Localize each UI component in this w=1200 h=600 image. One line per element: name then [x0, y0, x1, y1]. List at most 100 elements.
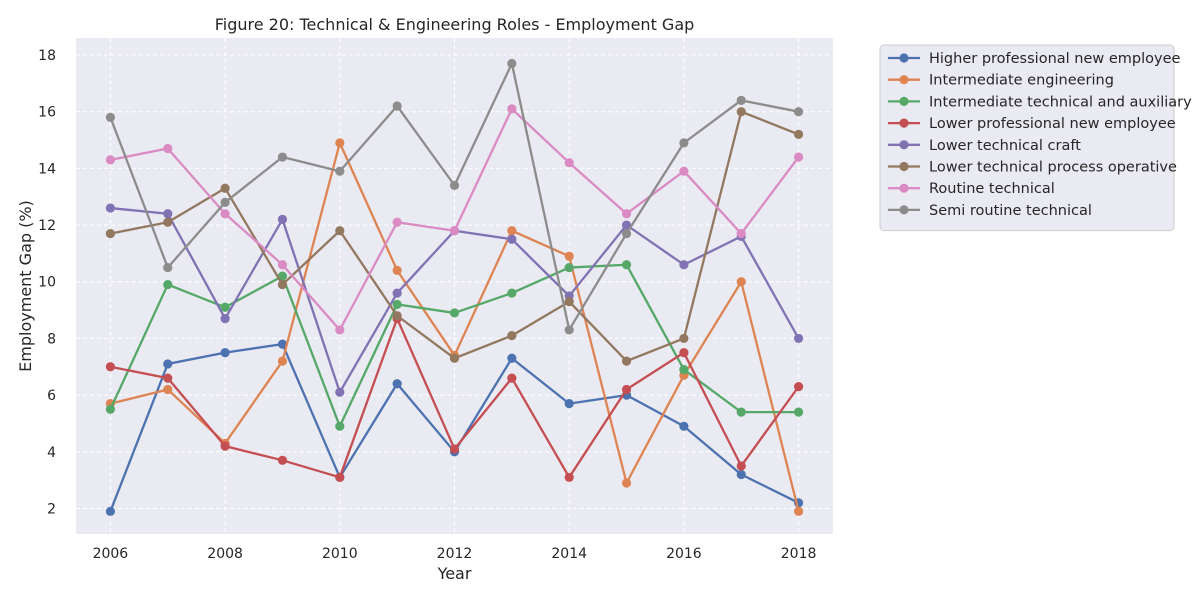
data-point — [335, 138, 345, 148]
data-point — [736, 95, 746, 105]
legend-swatch-marker — [899, 53, 909, 63]
data-point — [392, 288, 402, 298]
legend-swatch-marker — [899, 205, 909, 215]
legend-label: Intermediate engineering — [929, 73, 1114, 89]
data-point — [736, 461, 746, 471]
legend-item: Higher professional new employee — [888, 51, 1181, 67]
x-tick-label: 2008 — [207, 546, 243, 562]
data-point — [621, 209, 632, 219]
data-point — [277, 339, 288, 349]
legend-swatch-marker — [899, 96, 909, 106]
legend-label: Lower professional new employee — [929, 116, 1176, 132]
data-point — [679, 333, 689, 344]
data-point — [449, 353, 460, 363]
series-6 — [105, 104, 804, 335]
data-point — [793, 506, 804, 516]
data-point — [679, 421, 689, 431]
data-point — [105, 228, 116, 239]
data-point — [564, 158, 574, 168]
legend-label: Lower technical craft — [929, 138, 1081, 154]
data-point — [793, 333, 804, 344]
y-tick-label: 6 — [47, 388, 56, 404]
legend-item: Lower technical craft — [888, 138, 1081, 154]
data-point — [277, 214, 288, 224]
legend-label: Routine technical — [929, 181, 1055, 197]
x-tick-label: 2018 — [781, 546, 817, 562]
data-point — [335, 472, 345, 482]
y-tick-label: 10 — [38, 275, 56, 291]
data-point — [621, 220, 632, 230]
data-point — [277, 260, 288, 270]
data-point — [220, 302, 230, 312]
y-tick-label: 12 — [38, 218, 56, 234]
x-tick-label: 2014 — [551, 546, 587, 562]
data-point — [163, 217, 173, 227]
data-point — [163, 359, 173, 369]
legend-swatch-marker — [899, 75, 909, 85]
legend: Higher professional new employee Intermed… — [879, 44, 1192, 232]
data-point — [564, 262, 574, 273]
x-tick-label: 2012 — [437, 546, 473, 562]
data-point — [392, 101, 402, 111]
x-tick-label: 2006 — [93, 546, 129, 562]
data-point — [105, 112, 116, 122]
data-point — [449, 308, 460, 318]
data-point — [736, 407, 746, 417]
data-point — [507, 234, 517, 244]
data-point — [793, 152, 804, 162]
data-point — [392, 217, 402, 227]
y-tick-label: 2 — [47, 501, 56, 517]
data-point — [679, 138, 689, 148]
data-point — [220, 313, 230, 324]
data-point — [736, 228, 746, 239]
legend-swatch-marker — [899, 161, 909, 172]
legend-swatch-marker — [899, 183, 909, 193]
data-point — [392, 299, 402, 310]
data-point — [392, 379, 402, 389]
data-point — [679, 166, 689, 176]
series-layer — [105, 58, 804, 516]
data-point — [507, 104, 517, 114]
data-point — [793, 129, 804, 139]
data-point — [277, 152, 288, 162]
data-point — [621, 228, 632, 239]
data-point — [507, 58, 517, 69]
legend-item: Lower professional new employee — [888, 116, 1176, 132]
data-point — [507, 353, 517, 363]
data-point — [105, 506, 116, 516]
data-point — [621, 356, 632, 366]
data-point — [736, 107, 746, 117]
y-tick-label: 14 — [38, 161, 56, 177]
chart-title: Figure 20: Technical & Engineering Roles… — [215, 15, 695, 34]
data-point — [277, 356, 288, 366]
data-point — [679, 365, 689, 375]
series-7 — [105, 58, 804, 335]
legend-swatch-marker — [899, 140, 909, 150]
data-point — [793, 407, 804, 417]
data-point — [507, 331, 517, 341]
data-point — [105, 362, 116, 372]
data-point — [621, 260, 632, 270]
data-point — [335, 226, 345, 236]
data-point — [736, 469, 746, 480]
data-point — [277, 279, 288, 290]
data-point — [793, 107, 804, 117]
data-point — [679, 348, 689, 358]
data-point — [564, 251, 574, 261]
data-point — [105, 203, 116, 213]
y-tick-label: 16 — [38, 105, 56, 121]
data-point — [679, 260, 689, 270]
legend-item: Semi routine technical — [888, 203, 1092, 219]
series-5 — [105, 107, 804, 366]
legend-swatch-marker — [899, 118, 909, 128]
data-point — [392, 311, 402, 321]
y-tick-label: 4 — [47, 445, 56, 461]
legend-label: Lower technical process operative — [929, 160, 1177, 176]
y-axis-ticks: 2 4 6 8 10 12 14 16 18 — [38, 48, 56, 517]
data-point — [335, 421, 345, 431]
data-point — [449, 444, 460, 454]
legend-item: Intermediate engineering — [888, 73, 1114, 89]
data-point — [335, 387, 345, 397]
x-tick-label: 2016 — [666, 546, 702, 562]
